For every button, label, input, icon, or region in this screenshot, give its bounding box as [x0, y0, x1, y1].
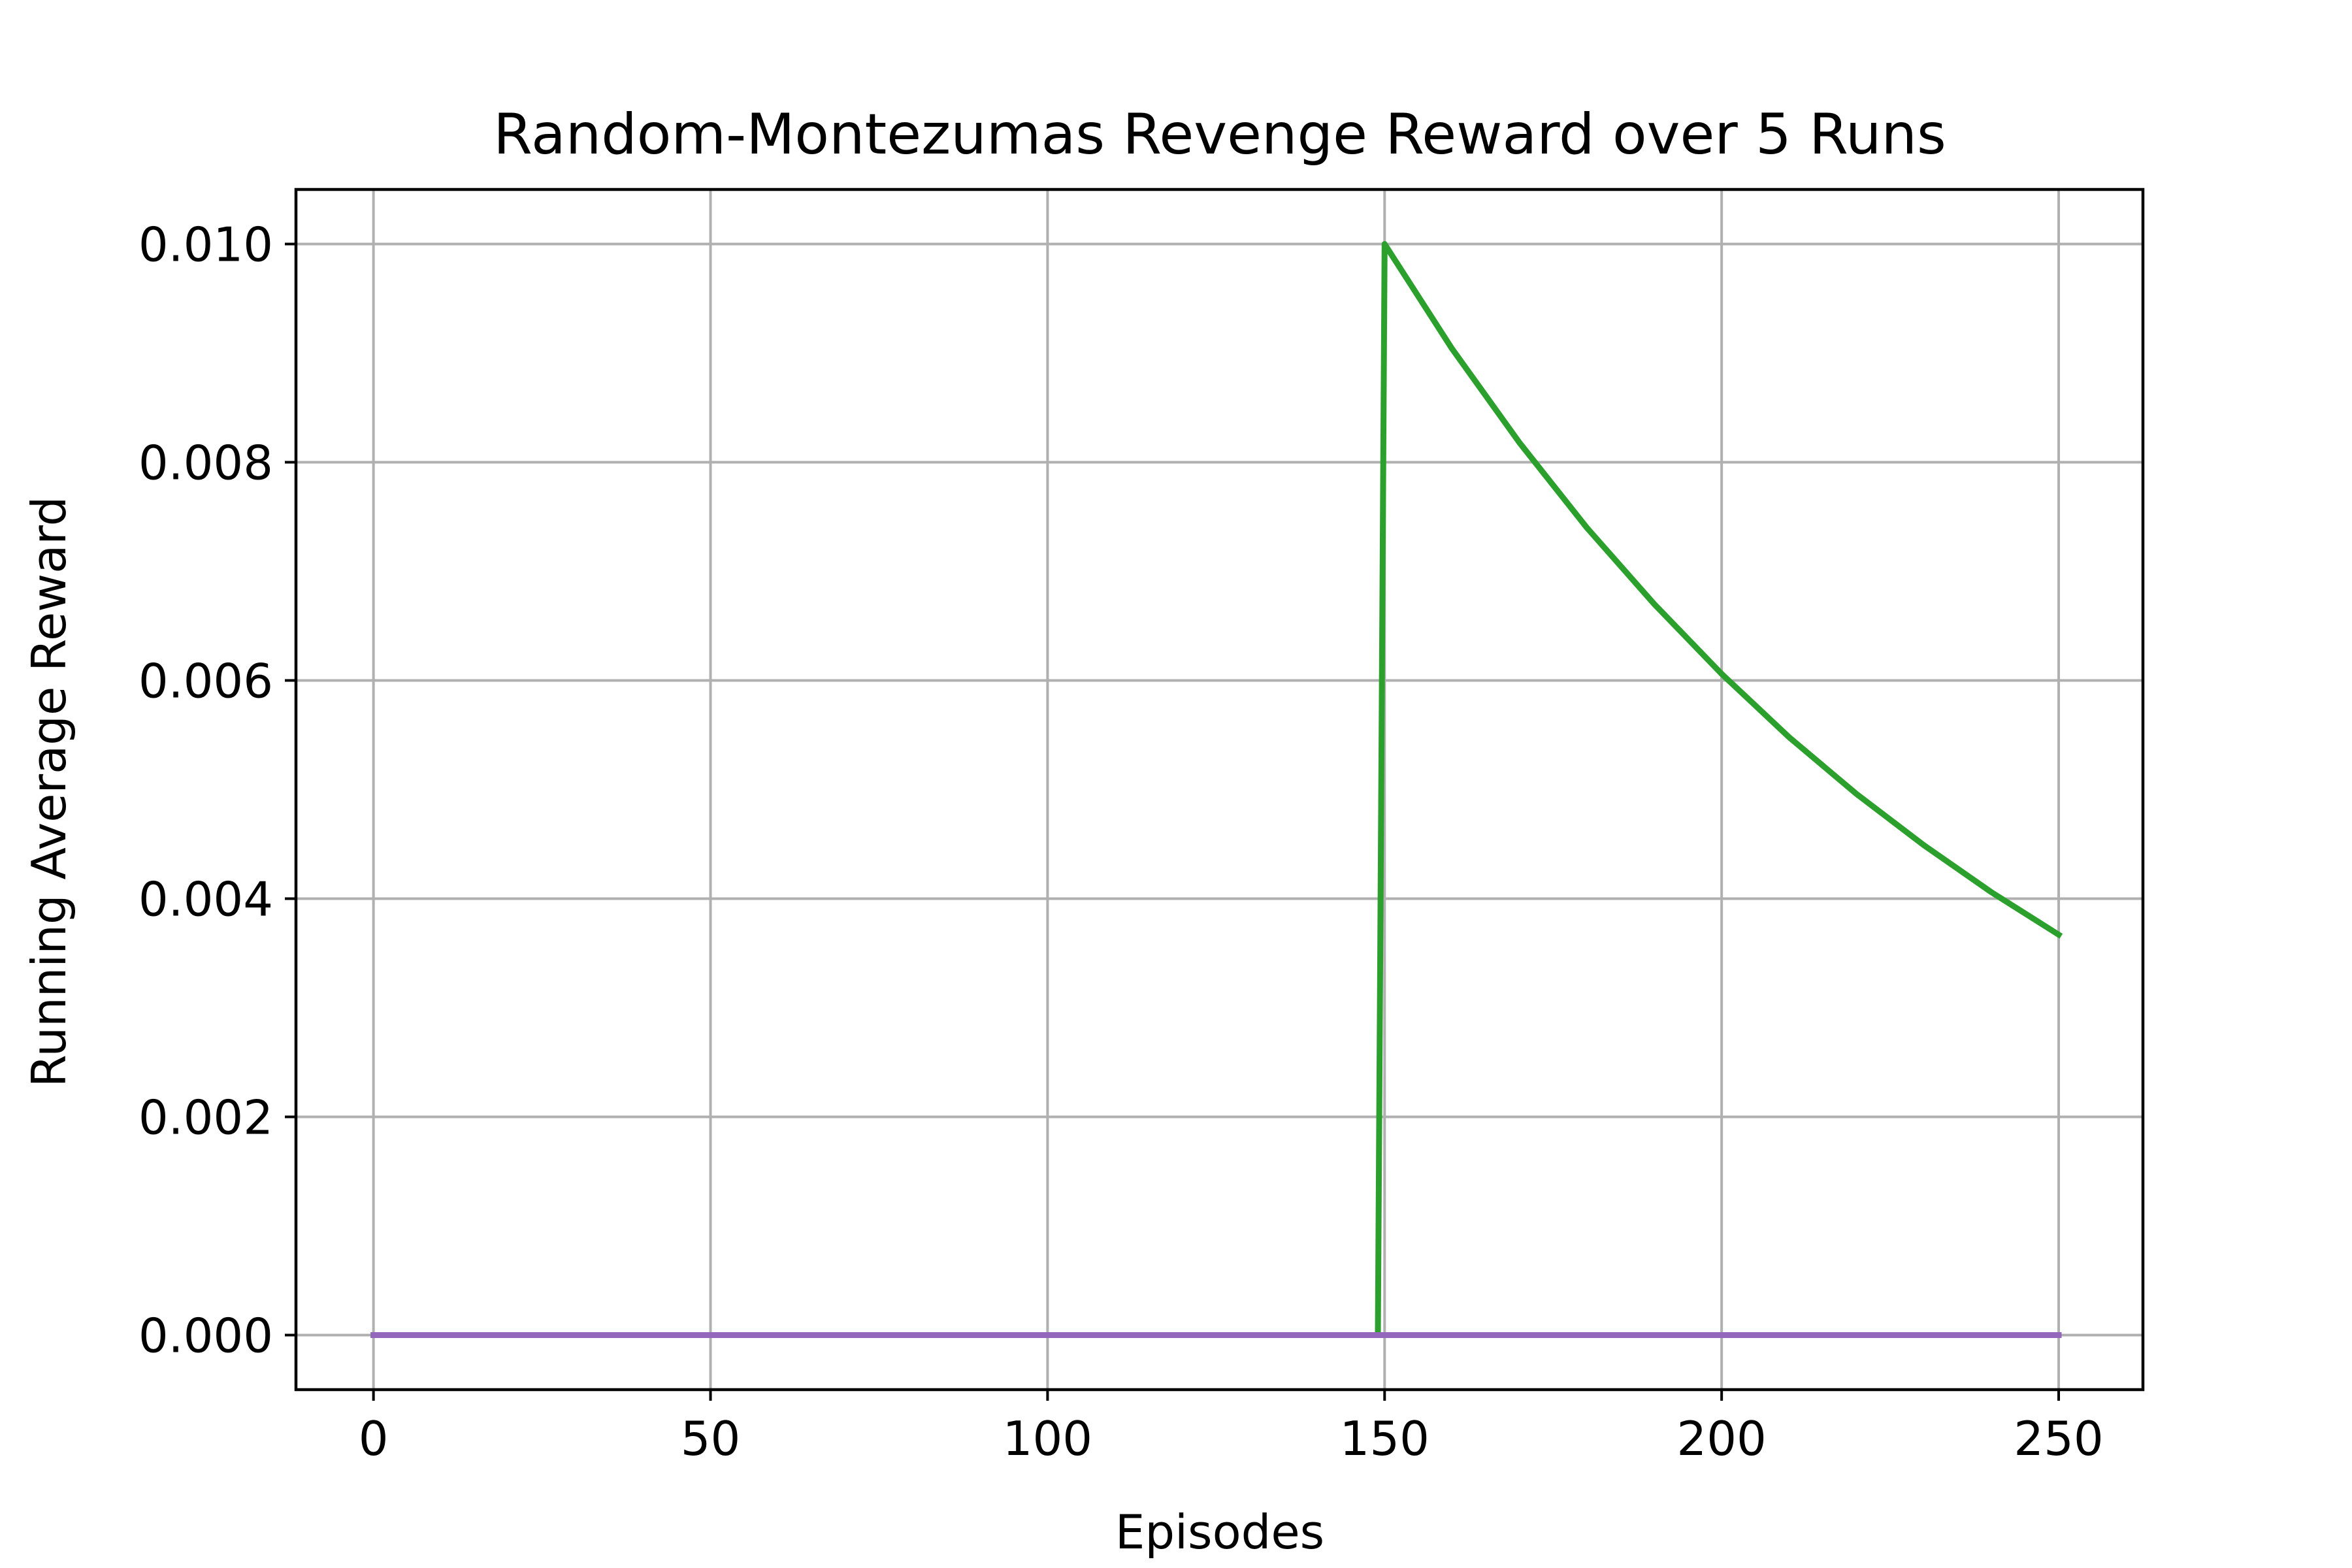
y-tick-label: 0.006: [139, 654, 273, 709]
y-tick-label: 0.000: [139, 1309, 273, 1364]
x-tick-label: 250: [2014, 1411, 2103, 1466]
x-tick-label: 50: [681, 1411, 741, 1466]
grid: [296, 189, 2143, 1390]
x-tick-label: 150: [1340, 1411, 1429, 1466]
y-axis-label: Running Average Reward: [22, 497, 76, 1088]
x-tick-label: 200: [1676, 1411, 1766, 1466]
y-tick-label: 0.002: [139, 1090, 273, 1145]
x-tick-label: 0: [359, 1411, 389, 1466]
ticks: 0 50 100 150 200 250 0.000 0.002 0.004 0.006 0.008…: [139, 218, 2104, 1467]
chart-title: Random-Montezumas Revenge Reward over 5 …: [493, 102, 1946, 167]
x-axis-label: Episodes: [1115, 1505, 1324, 1560]
x-tick-label: 100: [1003, 1411, 1092, 1466]
plot-frame: [294, 188, 2145, 1392]
series-layer: [370, 241, 2063, 1338]
y-tick-label: 0.004: [139, 872, 273, 927]
y-tick-label: 0.008: [139, 436, 273, 491]
y-tick-label: 0.010: [139, 218, 273, 272]
